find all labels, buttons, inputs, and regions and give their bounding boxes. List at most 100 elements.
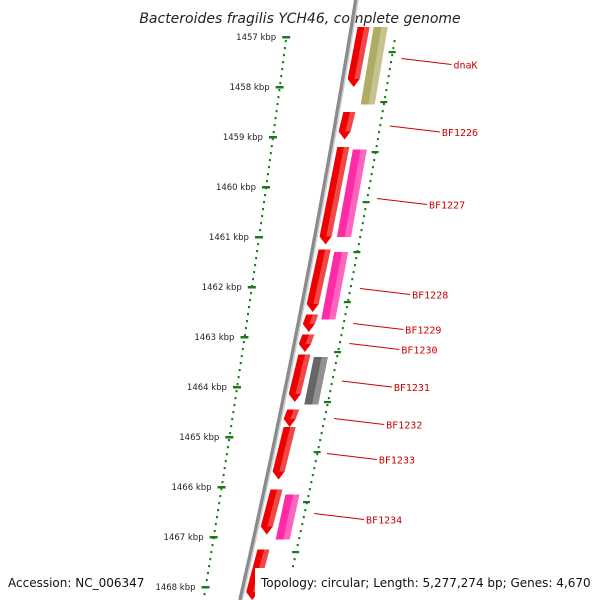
outer-dot <box>353 264 356 267</box>
label-leader <box>341 380 392 388</box>
ruler-dot <box>249 299 252 302</box>
outer-dot <box>381 110 384 113</box>
topology-text: Topology: circular; Length: 5,277,274 bp… <box>260 576 591 590</box>
label-leader <box>353 323 404 330</box>
ruler-dot <box>256 250 259 253</box>
ruler-tick <box>232 386 241 389</box>
ruler-dot <box>233 404 236 407</box>
ruler-dot <box>225 453 228 456</box>
ruler-label: 1466 kbp <box>171 483 211 493</box>
gene-label-BF1227: BF1227 <box>429 201 465 212</box>
ruler-dot <box>283 54 286 57</box>
genome-backbone <box>238 0 359 600</box>
outer-dot <box>375 145 378 148</box>
ruler-dot <box>243 334 246 337</box>
ruler-dot <box>277 96 280 99</box>
ruler-dot <box>218 502 221 505</box>
label-leader <box>401 58 452 65</box>
gene-arrow <box>336 149 367 237</box>
outer-dot <box>369 180 372 183</box>
outer-dot <box>351 278 354 281</box>
ruler-label: 1467 kbp <box>164 533 204 543</box>
backbone-highlight <box>241 0 359 600</box>
outer-dot <box>349 285 352 288</box>
ruler-dot <box>248 306 251 309</box>
ruler-dot <box>244 327 247 330</box>
outer-dot <box>360 229 363 232</box>
ruler-dot <box>213 530 216 533</box>
gene-shade <box>354 27 370 79</box>
ruler-dot <box>239 362 242 365</box>
ruler-label: 1457 kbp <box>236 33 276 43</box>
ruler-dot <box>284 40 287 43</box>
outer-tick <box>313 451 321 454</box>
ruler-dot <box>229 432 232 435</box>
ruler-tick <box>275 86 284 89</box>
outer-dot <box>388 68 391 71</box>
outer-ruler-dots <box>285 40 396 596</box>
ruler-tick <box>217 486 226 489</box>
outer-dot <box>324 411 327 414</box>
outer-dot <box>387 75 390 78</box>
outer-dot <box>293 558 296 561</box>
gene-shade <box>267 489 283 527</box>
gene-arrow <box>304 357 328 405</box>
ruler-tick <box>225 436 234 439</box>
ruler-tick <box>282 36 291 39</box>
outer-tick <box>323 401 331 404</box>
ruler-dot <box>263 201 266 204</box>
outer-tick <box>371 151 379 154</box>
ruler-dot <box>236 383 239 386</box>
ruler-dot <box>253 271 256 274</box>
outer-dot <box>327 397 330 400</box>
ruler-dot <box>241 348 244 351</box>
ruler-dot <box>210 551 213 554</box>
ruler-dot <box>234 397 237 400</box>
gene-arrow <box>302 314 319 332</box>
gene-label-BF1228: BF1228 <box>412 291 448 302</box>
outer-dot <box>355 257 358 260</box>
outer-dot <box>301 523 304 526</box>
outer-dot <box>366 194 369 197</box>
ruler-label: 1461 kbp <box>209 233 249 243</box>
ruler-dot <box>226 446 229 449</box>
outer-dot <box>384 96 387 99</box>
outer-dot <box>341 327 344 330</box>
outer-dot <box>343 320 346 323</box>
ruler-dot <box>240 355 243 358</box>
ruler-dot <box>265 180 268 183</box>
gene-label-BF1232: BF1232 <box>386 421 422 432</box>
outer-dot <box>376 138 379 141</box>
ruler-tick <box>268 136 277 139</box>
ruler-dot <box>267 166 270 169</box>
outer-dot <box>363 215 366 218</box>
ruler-dot <box>206 572 209 575</box>
outer-dot <box>302 516 305 519</box>
outer-dot <box>370 173 373 176</box>
outer-dot <box>393 40 396 43</box>
ruler-dot <box>220 488 223 491</box>
gene-arrow <box>288 354 311 402</box>
gene-arrow <box>260 489 283 535</box>
outer-dot <box>373 159 376 162</box>
gene-arrow <box>272 427 296 480</box>
ruler-dot <box>259 229 262 232</box>
outer-tick <box>334 351 342 354</box>
gene-arrow <box>306 249 331 312</box>
outer-tick <box>343 301 351 304</box>
ruler-dot <box>245 320 248 323</box>
outer-dot <box>304 509 307 512</box>
gene-track <box>246 27 388 600</box>
ruler-dot <box>231 418 234 421</box>
outer-dot <box>344 313 347 316</box>
outer-dot <box>371 166 374 169</box>
ruler-dot <box>271 138 274 141</box>
outer-dot <box>359 236 362 239</box>
gene-label-BF1226: BF1226 <box>442 128 478 139</box>
ruler-dot <box>230 425 233 428</box>
outer-dot <box>382 103 385 106</box>
outer-dot <box>392 47 395 50</box>
gene-arrow <box>347 27 370 87</box>
gene-shade <box>326 147 350 237</box>
